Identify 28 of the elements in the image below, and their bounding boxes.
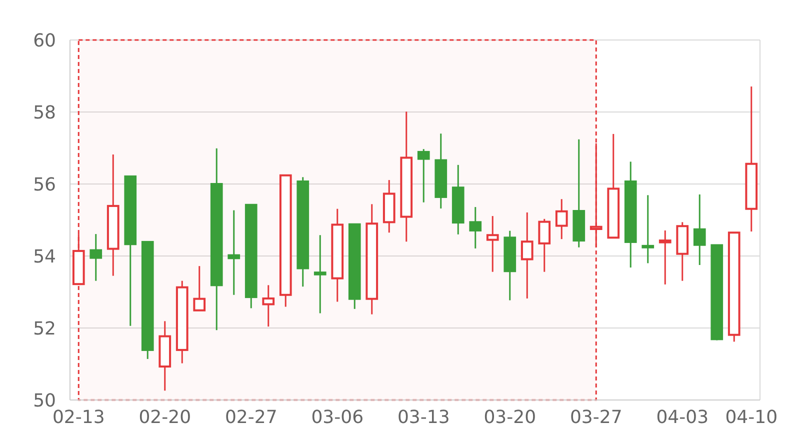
candlestick xyxy=(693,194,706,266)
x-tick-label: 03-06 xyxy=(311,406,364,428)
candlestick xyxy=(590,142,602,248)
candlestick xyxy=(90,233,102,282)
candlestick xyxy=(486,215,499,273)
x-tick-label: 02-27 xyxy=(224,406,278,428)
y-tick-label: 58 xyxy=(33,102,56,124)
candlestick xyxy=(658,230,672,286)
x-tick-label: 03-27 xyxy=(570,406,622,428)
y-tick-label: 54 xyxy=(33,246,56,268)
x-tick-label: 02-20 xyxy=(138,406,192,428)
candlestick xyxy=(555,198,568,240)
x-tick-label: 03-13 xyxy=(397,406,450,428)
y-tick-label: 56 xyxy=(33,174,56,196)
candlestick xyxy=(469,206,482,250)
y-tick-label: 60 xyxy=(33,30,56,52)
x-tick-label: 04-03 xyxy=(656,406,709,428)
candlestick xyxy=(538,218,551,273)
candlestick xyxy=(193,265,206,312)
candlestick xyxy=(417,148,430,204)
x-tick-label: 04-10 xyxy=(725,406,778,428)
candlestick xyxy=(520,212,534,300)
candlestick xyxy=(642,194,654,264)
x-tick-label: 03-20 xyxy=(484,406,536,428)
candlestick xyxy=(228,210,240,296)
candlestick xyxy=(314,234,326,314)
y-tick-label: 52 xyxy=(33,318,56,340)
candlestick xyxy=(262,284,275,328)
